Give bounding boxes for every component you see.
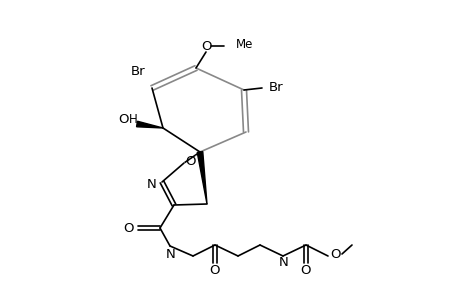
Text: H: H: [129, 112, 137, 125]
Polygon shape: [197, 152, 207, 204]
Text: O: O: [330, 248, 341, 260]
Text: N: N: [147, 178, 157, 190]
Text: O: O: [185, 154, 196, 167]
Text: O: O: [123, 221, 134, 235]
Polygon shape: [136, 121, 162, 128]
Text: N: N: [166, 248, 175, 260]
Text: O: O: [118, 112, 129, 125]
Text: O: O: [202, 40, 212, 52]
Text: Br: Br: [130, 64, 145, 77]
Text: Br: Br: [268, 80, 283, 94]
Text: Me: Me: [235, 38, 253, 50]
Text: O: O: [300, 265, 311, 278]
Text: O: O: [209, 265, 220, 278]
Text: N: N: [279, 256, 288, 269]
